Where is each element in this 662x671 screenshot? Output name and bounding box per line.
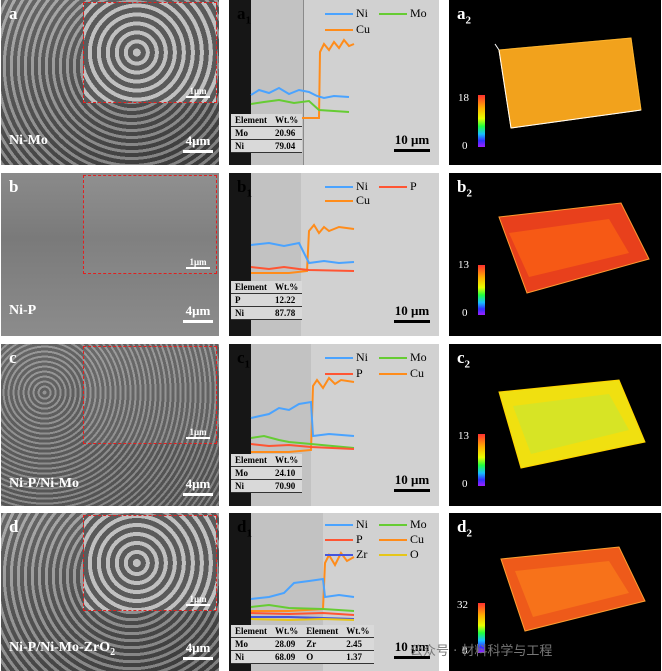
linescan-cu [251,38,355,119]
panel-label-b1: b1 [237,177,252,200]
eds-linescan [250,223,355,274]
linescan-o [250,617,355,622]
legend-ni: Ni [325,179,368,194]
cross-section-d1: d1 Ni Mo P Cu Zr O Element Wt.% Element Wt.… [229,513,439,671]
sem-image-b: 1μm b Ni-P 4μm [1,173,219,336]
scale-bar: 10 μm [394,639,430,659]
linescan-p [250,443,355,450]
linescan-p [250,611,355,616]
legend-zr: Zr [325,547,367,562]
scale-bar: 4μm [183,640,213,660]
linescan-mo [250,434,355,449]
linescan-ni [250,577,355,600]
scale-bar: 10 μm [394,472,430,492]
color-scale-bar [478,265,485,315]
color-scale-bar [478,603,485,653]
color-scale-max: 13 [458,259,469,271]
panel-label-a2: a2 [457,4,471,27]
topography-b2: b2 13 0 [449,173,661,336]
panel-label-d: d [9,517,19,536]
legend-ni: Ni [325,517,368,532]
scale-bar: 4μm [183,476,213,496]
panel-label-c2: c2 [457,348,471,371]
composition-table: Element Wt.% Element Wt.% Mo 28.09 Zr 2.45 Ni 6… [231,625,374,664]
panel-label-c: c [9,348,17,367]
legend-p: P [325,532,363,547]
cross-section-a1: a1 Ni Mo Cu Element Wt.% Mo 20.96 Ni 79.04 … [229,0,439,165]
material-label: Ni-Mo [9,133,48,148]
sem-image-c: 1μm c Ni-P/Ni-Mo 4μm [1,344,219,506]
surface-map [498,37,642,129]
composition-table: Element Wt.% Mo 20.96 Ni 79.04 [231,114,303,153]
zoom-inset-b: 1μm [83,175,217,274]
linescan-mo [250,98,350,113]
linescan-mo [250,603,355,612]
scale-bar: 4μm [183,133,213,153]
color-scale-min: 0 [462,140,468,152]
zoom-inset-c: 1μm [83,346,217,444]
linescan-ni [250,241,355,265]
material-label: Ni-P [9,303,37,318]
legend-o: O [379,547,419,562]
panel-label-a1: a1 [237,4,251,27]
scale-bar: 10 μm [394,303,430,323]
sem-image-d: 1μm d Ni-P/Ni-Mo-ZrO2 4μm [1,513,219,671]
inset-scale-bar: 1μm [186,86,210,98]
topography-a2: a2 18 0 [449,0,661,165]
legend-mo: Mo [379,6,427,21]
scale-bar: 10 μm [394,132,430,152]
inset-scale-bar: 1μm [186,257,210,269]
panel-label-d2: d2 [457,517,472,540]
eds-linescan [250,38,355,119]
legend-ni: Ni [325,6,368,21]
sem-image-a: 1μm a Ni-Mo 4μm [1,0,219,165]
scale-bar: 4μm [183,303,213,323]
legend-mo: Mo [379,517,427,532]
legend-cu: Cu [325,22,370,37]
watermark: 公众号 · 材料科学与工程 [410,644,553,659]
surface-map [498,379,646,469]
topography-d2: d2 32 0 [449,513,661,671]
color-scale-min: 0 [462,478,468,490]
panel-label-b: b [9,177,19,196]
color-scale-min: 0 [462,307,468,319]
color-scale-max: 32 [457,599,468,611]
color-scale-max: 13 [458,430,469,442]
cross-section-b1: b1 Ni P Cu Element Wt.% P 12.22 Ni 87.78 10… [229,173,439,336]
linescan-cu [251,223,355,274]
legend-p: P [379,179,417,194]
legend-mo: Mo [379,350,427,365]
legend-cu: Cu [379,366,424,381]
legend-ni: Ni [325,350,368,365]
color-scale-max: 18 [458,92,469,104]
inset-scale-bar: 1μm [186,594,210,606]
linescan-ni [250,86,350,100]
material-label: Ni-P/Ni-Mo [9,476,79,491]
composition-table: Element Wt.% P 12.22 Ni 87.78 [231,281,303,320]
panel-label-d1: d1 [237,517,252,540]
color-scale-bar [478,95,485,147]
panel-label-c1: c1 [237,348,251,371]
linescan-ni [250,400,355,438]
legend-p: P [325,366,363,381]
linescan-p [250,265,355,272]
topography-c2: c2 13 0 [449,344,661,506]
panel-label-a: a [9,4,18,23]
color-scale-bar [478,434,485,486]
composition-table: Element Wt.% Mo 24.10 Ni 70.90 [231,454,303,493]
zoom-inset-a: 1μm [83,2,217,103]
legend-cu: Cu [325,193,370,208]
panel-label-b2: b2 [457,177,472,200]
legend-cu: Cu [379,532,424,547]
inset-scale-bar: 1μm [186,427,210,439]
material-label: Ni-P/Ni-Mo-ZrO2 [9,640,116,658]
cross-section-c1: c1 Ni Mo P Cu Element Wt.% Mo 24.10 Ni 70.9… [229,344,439,506]
zoom-inset-d: 1μm [83,515,217,611]
color-scale-min: 0 [462,645,468,657]
linescan-cu [251,376,355,453]
eds-linescan [250,376,355,453]
